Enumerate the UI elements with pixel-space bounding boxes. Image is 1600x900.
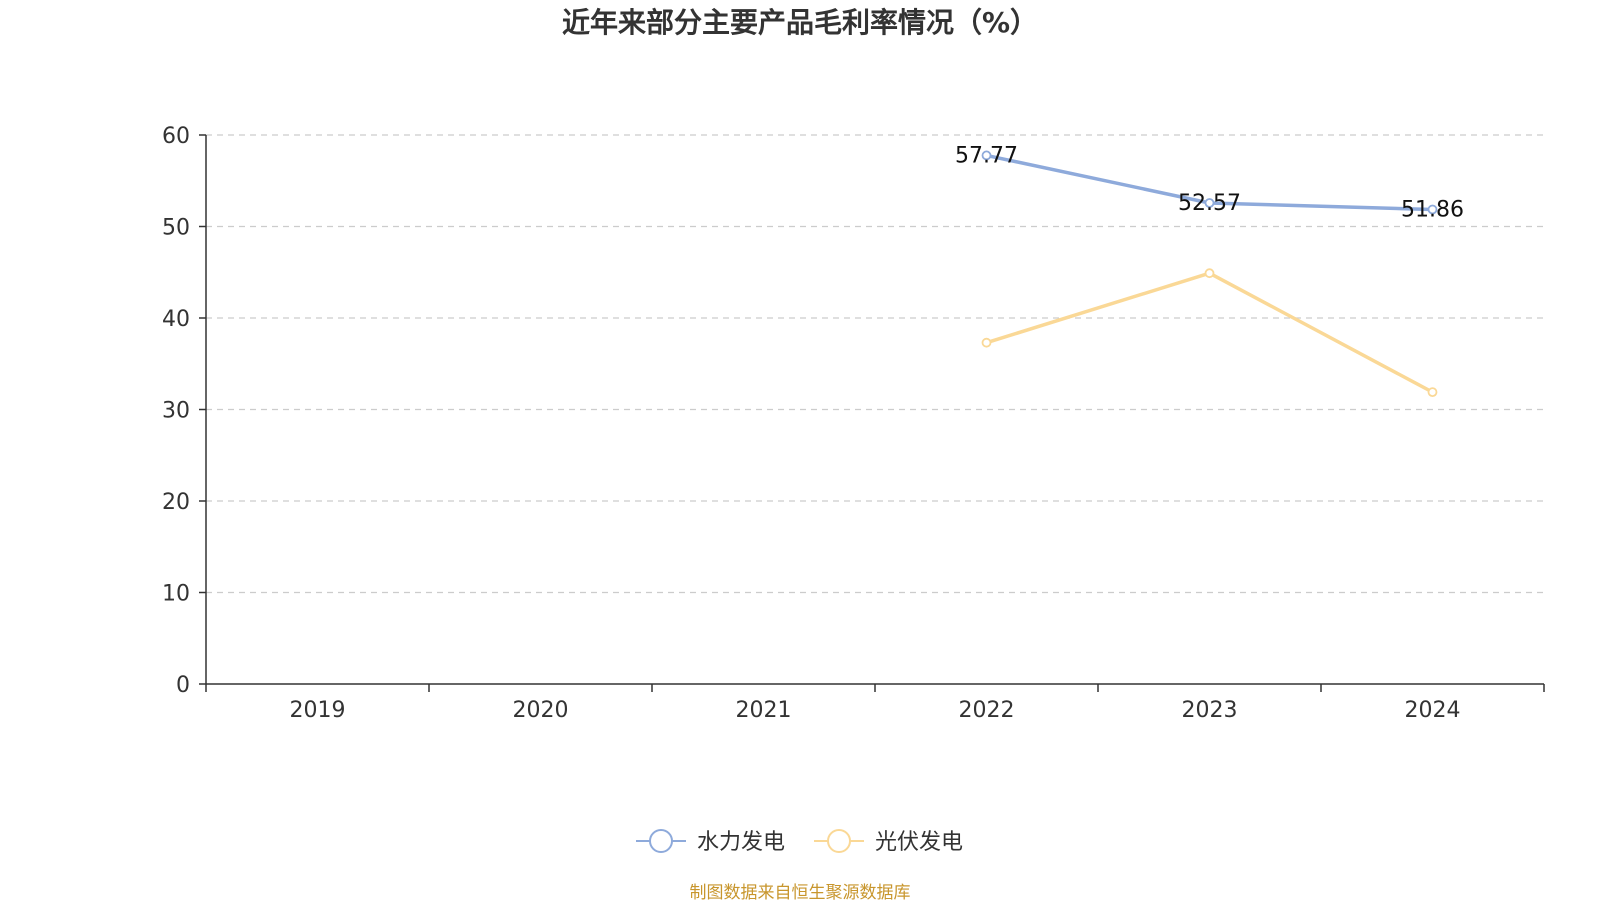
chart-title: 近年来部分主要产品毛利率情况（%）: [562, 6, 1038, 39]
series-line: [985, 271, 1434, 394]
x-tick-label: 2019: [290, 698, 346, 723]
y-tick-label: 20: [162, 490, 190, 515]
x-tick-label: 2023: [1182, 698, 1238, 723]
source-note: 制图数据来自恒生聚源数据库: [690, 883, 911, 900]
y-tick-label: 30: [162, 399, 190, 424]
legend-marker: [827, 829, 851, 853]
x-tick-label: 2022: [959, 698, 1015, 723]
x-tick-label: 2021: [736, 698, 792, 723]
data-point[interactable]: [1204, 268, 1215, 279]
series-2: [981, 268, 1438, 398]
gridlines: [206, 134, 1544, 594]
data-label: 51.86: [1401, 197, 1464, 222]
legend[interactable]: 水力发电 光伏发电: [636, 829, 963, 855]
x-tick-label: 2024: [1405, 698, 1461, 723]
series-group: 57.77 52.57 51.86: [955, 143, 1464, 398]
data-point[interactable]: [1427, 387, 1438, 398]
axes: 0 10 20 30 40 50 60 2019 2020 2021 2022 2023 2024: [162, 124, 1545, 723]
x-tick-label: 2020: [513, 698, 569, 723]
y-tick-label: 50: [162, 216, 190, 241]
legend-item[interactable]: 光伏发电: [814, 829, 963, 855]
legend-label: 水力发电: [697, 830, 785, 855]
legend-item[interactable]: 水力发电: [636, 829, 785, 855]
legend-marker: [649, 829, 673, 853]
data-point[interactable]: [981, 337, 992, 348]
data-label: 57.77: [955, 143, 1018, 168]
data-point[interactable]: [981, 150, 992, 161]
y-tick-label: 0: [176, 673, 190, 698]
y-tick-label: 40: [162, 307, 190, 332]
data-point[interactable]: [1427, 204, 1438, 215]
series-1: 57.77 52.57 51.86: [955, 143, 1464, 222]
legend-label: 光伏发电: [875, 830, 963, 855]
data-point[interactable]: [1204, 198, 1215, 208]
data-label: 52.57: [1178, 191, 1241, 216]
y-tick-label: 60: [162, 124, 190, 149]
y-tick-label: 10: [162, 582, 190, 607]
